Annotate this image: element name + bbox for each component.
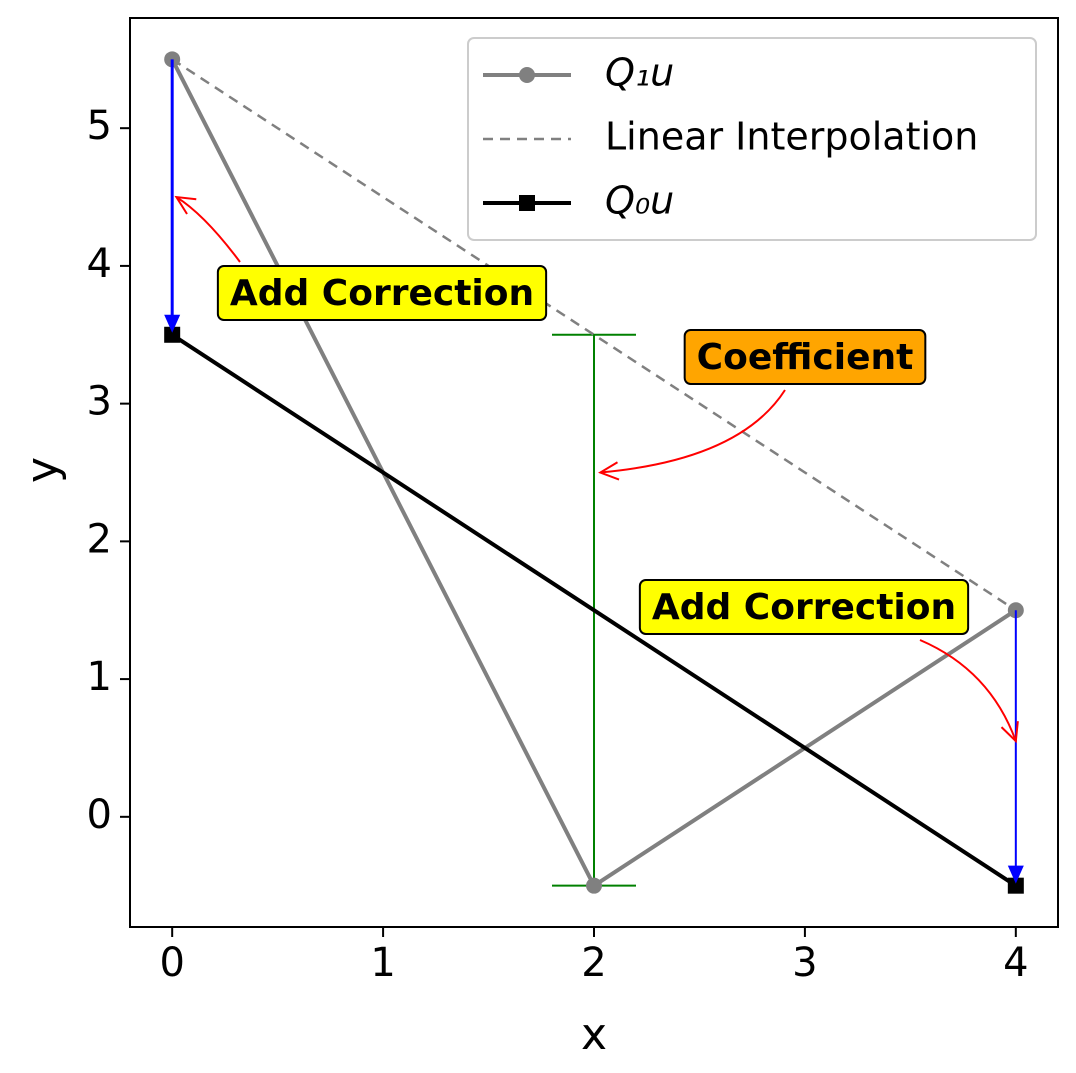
- series-line: [171, 333, 1017, 888]
- y-tick-label: 2: [87, 516, 112, 562]
- y-axis-label: y: [17, 457, 68, 483]
- y-tick-label: 4: [87, 241, 112, 287]
- x-tick-label: 2: [581, 940, 606, 986]
- y-tick-label: 0: [87, 792, 112, 838]
- annotation-arrow: [919, 639, 1017, 742]
- x-tick-label: 4: [1003, 940, 1028, 986]
- legend-marker: [519, 67, 535, 83]
- annotation-box: [216, 265, 548, 321]
- annotation-label: Add Correction: [230, 273, 534, 314]
- x-axis-label: x: [581, 1009, 607, 1060]
- annotation-label: Coefficient: [697, 337, 914, 378]
- annotation-arrow-head: [1000, 721, 1019, 744]
- point: [164, 326, 181, 343]
- legend-label: Q₁u: [605, 51, 674, 95]
- annotation-arrow: [175, 196, 241, 263]
- legend-box: [467, 37, 1037, 241]
- correction-arrow: [164, 59, 181, 333]
- arrow-head: [164, 314, 181, 333]
- annotation-box: [638, 579, 970, 635]
- series-line: [171, 58, 1017, 612]
- legend-label: Linear Interpolation: [605, 115, 978, 159]
- legend-label: Q₀u: [605, 179, 674, 223]
- y-tick-label: 1: [87, 654, 112, 700]
- correction-arrow: [1007, 610, 1024, 884]
- annotation-arrow-head: [174, 195, 197, 215]
- x-tick-label: 1: [370, 940, 395, 986]
- y-tick-label: 3: [87, 379, 112, 425]
- arrow-head: [1007, 865, 1024, 884]
- annotation-label: Add Correction: [652, 587, 956, 628]
- x-tick-label: 0: [159, 940, 184, 986]
- annotation-arrow: [600, 389, 786, 474]
- legend-marker: [519, 195, 535, 211]
- x-tick-label: 3: [792, 940, 817, 986]
- annotation-arrow-head: [598, 461, 620, 481]
- annotation-box: [683, 329, 927, 385]
- y-tick-label: 5: [87, 103, 112, 149]
- point: [586, 877, 602, 894]
- point: [1007, 877, 1024, 894]
